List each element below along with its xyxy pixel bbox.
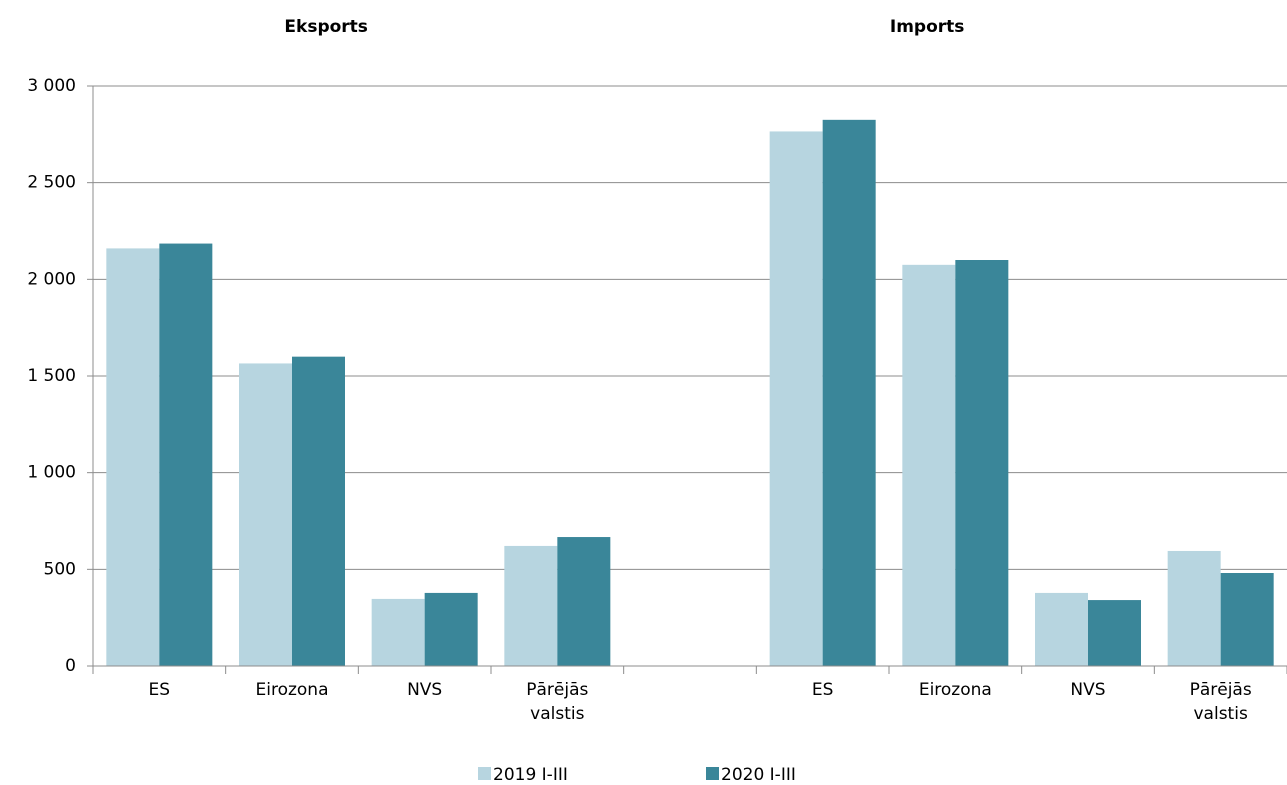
y-tick-label: 2 000 bbox=[27, 269, 76, 289]
bar bbox=[424, 592, 478, 666]
bar bbox=[769, 131, 823, 666]
y-tick-label: 1 000 bbox=[27, 463, 76, 483]
x-tick-label: NVS bbox=[1070, 680, 1106, 700]
bar bbox=[1167, 550, 1221, 666]
bar bbox=[159, 243, 213, 667]
legend-swatch bbox=[706, 767, 719, 780]
x-tick-label: Eirozona bbox=[918, 680, 992, 700]
bar bbox=[557, 537, 611, 666]
bar bbox=[1035, 592, 1088, 666]
y-tick-label: 2 500 bbox=[27, 173, 76, 193]
x-tick-label: Eirozona bbox=[255, 680, 329, 700]
bar bbox=[292, 356, 345, 666]
bar bbox=[1220, 573, 1274, 666]
y-tick-label: 500 bbox=[44, 559, 76, 579]
bar bbox=[902, 264, 956, 666]
bar bbox=[822, 119, 876, 667]
x-tick-label: ES bbox=[811, 680, 834, 700]
bar bbox=[371, 598, 425, 666]
legend-label: 2019 I-III bbox=[493, 765, 568, 785]
x-tick-label: NVS bbox=[407, 680, 443, 700]
bar bbox=[955, 260, 1009, 666]
bar bbox=[106, 248, 160, 666]
x-tick-label: ES bbox=[148, 680, 171, 700]
y-tick-label: 0 bbox=[65, 656, 76, 676]
group-title: Imports bbox=[890, 17, 965, 37]
y-tick-label: 1 500 bbox=[27, 366, 76, 386]
x-tick-label: Pārējās valstis bbox=[1189, 680, 1252, 724]
bar bbox=[504, 545, 558, 666]
bar bbox=[239, 363, 292, 666]
y-tick-label: 3 000 bbox=[27, 76, 76, 96]
x-tick-label: Pārējās valstis bbox=[526, 680, 589, 724]
group-title: Eksports bbox=[284, 17, 368, 37]
legend-swatch bbox=[478, 767, 491, 780]
legend-label: 2020 I-III bbox=[721, 765, 796, 785]
bar bbox=[1088, 600, 1141, 666]
